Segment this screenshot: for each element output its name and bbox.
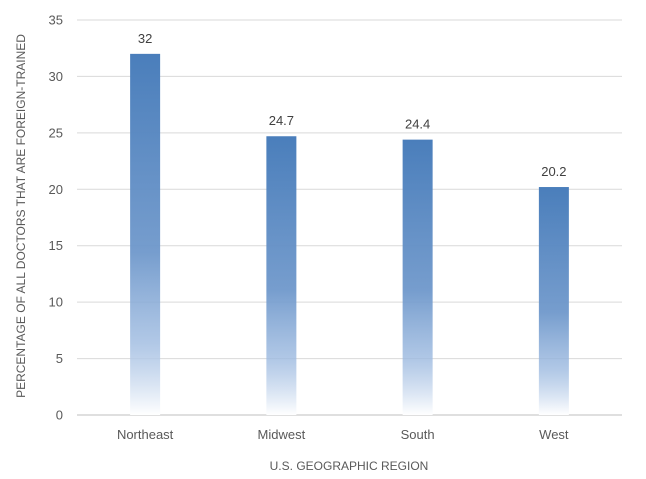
- y-tick-label: 0: [56, 408, 63, 423]
- y-axis-ticks: 0 5 10 15 20 25 30 35: [49, 13, 63, 423]
- bar-west: [538, 187, 569, 415]
- bar-northeast: [130, 53, 161, 415]
- bars: [130, 53, 569, 415]
- data-labels: 32 24.7 24.4 20.2: [138, 31, 567, 179]
- y-tick-label: 20: [49, 182, 63, 197]
- x-tick-label: West: [539, 427, 569, 442]
- y-tick-label: 10: [49, 295, 63, 310]
- bar-midwest: [266, 136, 297, 415]
- y-tick-label: 15: [49, 238, 63, 253]
- y-tick-label: 30: [49, 69, 63, 84]
- x-axis-categories: Northeast Midwest South West: [117, 427, 569, 442]
- data-label-northeast: 32: [138, 31, 152, 46]
- data-label-south: 24.4: [405, 117, 430, 132]
- gridlines: [77, 19, 622, 416]
- data-label-west: 20.2: [541, 164, 566, 179]
- x-tick-label: Northeast: [117, 427, 174, 442]
- y-tick-label: 25: [49, 125, 63, 140]
- x-axis-title: U.S. GEOGRAPHIC REGION: [270, 459, 429, 473]
- data-label-midwest: 24.7: [269, 113, 294, 128]
- y-tick-label: 5: [56, 351, 63, 366]
- bar-south: [402, 139, 433, 415]
- y-axis-title: PERCENTAGE OF ALL DOCTORS THAT ARE FOREI…: [14, 34, 28, 398]
- x-tick-label: Midwest: [258, 427, 306, 442]
- y-tick-label: 35: [49, 13, 63, 28]
- x-tick-label: South: [401, 427, 435, 442]
